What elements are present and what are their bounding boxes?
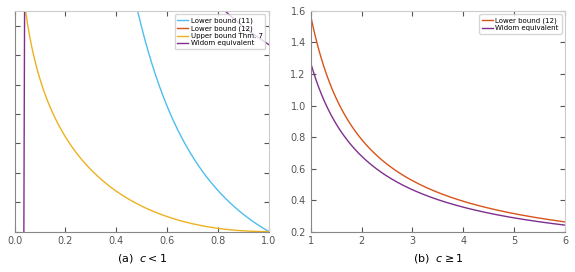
Upper bound Thm. 7 bbox=[137, 204, 144, 207]
Lower bound (11) bbox=[266, 230, 273, 233]
Lower bound (12) bbox=[554, 219, 561, 222]
Widom equivalent bbox=[554, 222, 561, 226]
Widom equivalent bbox=[431, 197, 438, 200]
Lower bound (12) bbox=[554, 219, 561, 222]
Widom equivalent bbox=[424, 194, 431, 198]
X-axis label: (a)  $c < 1$: (a) $c < 1$ bbox=[117, 252, 167, 265]
Lower bound (12) bbox=[508, 211, 515, 215]
Widom equivalent bbox=[307, 61, 314, 64]
X-axis label: (b)  $c \geq 1$: (b) $c \geq 1$ bbox=[412, 252, 463, 265]
Line: Lower bound (11): Lower bound (11) bbox=[20, 0, 269, 232]
Lower bound (12) bbox=[320, 64, 327, 67]
Lower bound (12) bbox=[562, 220, 569, 224]
Widom equivalent bbox=[554, 222, 561, 226]
Lower bound (11) bbox=[258, 225, 265, 229]
Upper bound Thm. 7 bbox=[131, 201, 137, 204]
Upper bound Thm. 7 bbox=[258, 230, 265, 233]
Widom equivalent bbox=[320, 98, 327, 101]
Widom equivalent bbox=[508, 216, 515, 219]
Lower bound (12) bbox=[307, 14, 314, 17]
Line: Widom equivalent: Widom equivalent bbox=[310, 63, 565, 225]
Widom equivalent bbox=[562, 224, 569, 227]
Upper bound Thm. 7 bbox=[258, 230, 265, 233]
Upper bound Thm. 7 bbox=[212, 226, 219, 230]
Lower bound (12) bbox=[431, 189, 438, 193]
Upper bound Thm. 7 bbox=[266, 230, 273, 233]
Widom equivalent bbox=[213, 1, 220, 4]
Line: Upper bound Thm. 7: Upper bound Thm. 7 bbox=[20, 0, 269, 232]
Legend: Lower bound (11), Lower bound (12), Upper bound Thm. 7, Widom equivalent: Lower bound (11), Lower bound (12), Uppe… bbox=[175, 14, 266, 49]
Widom equivalent bbox=[258, 38, 265, 41]
Widom equivalent bbox=[258, 38, 265, 42]
Line: Lower bound (12): Lower bound (12) bbox=[310, 16, 565, 222]
Lower bound (12) bbox=[266, 0, 273, 2]
Widom equivalent bbox=[266, 43, 273, 46]
Line: Widom equivalent: Widom equivalent bbox=[20, 0, 269, 272]
Legend: Lower bound (12), Widom equivalent: Lower bound (12), Widom equivalent bbox=[480, 14, 562, 34]
Lower bound (12) bbox=[424, 187, 431, 190]
Line: Lower bound (12): Lower bound (12) bbox=[20, 0, 269, 1]
Upper bound Thm. 7 bbox=[29, 48, 36, 51]
Lower bound (11) bbox=[258, 225, 265, 229]
Lower bound (11) bbox=[137, 23, 144, 26]
Lower bound (11) bbox=[212, 187, 219, 190]
